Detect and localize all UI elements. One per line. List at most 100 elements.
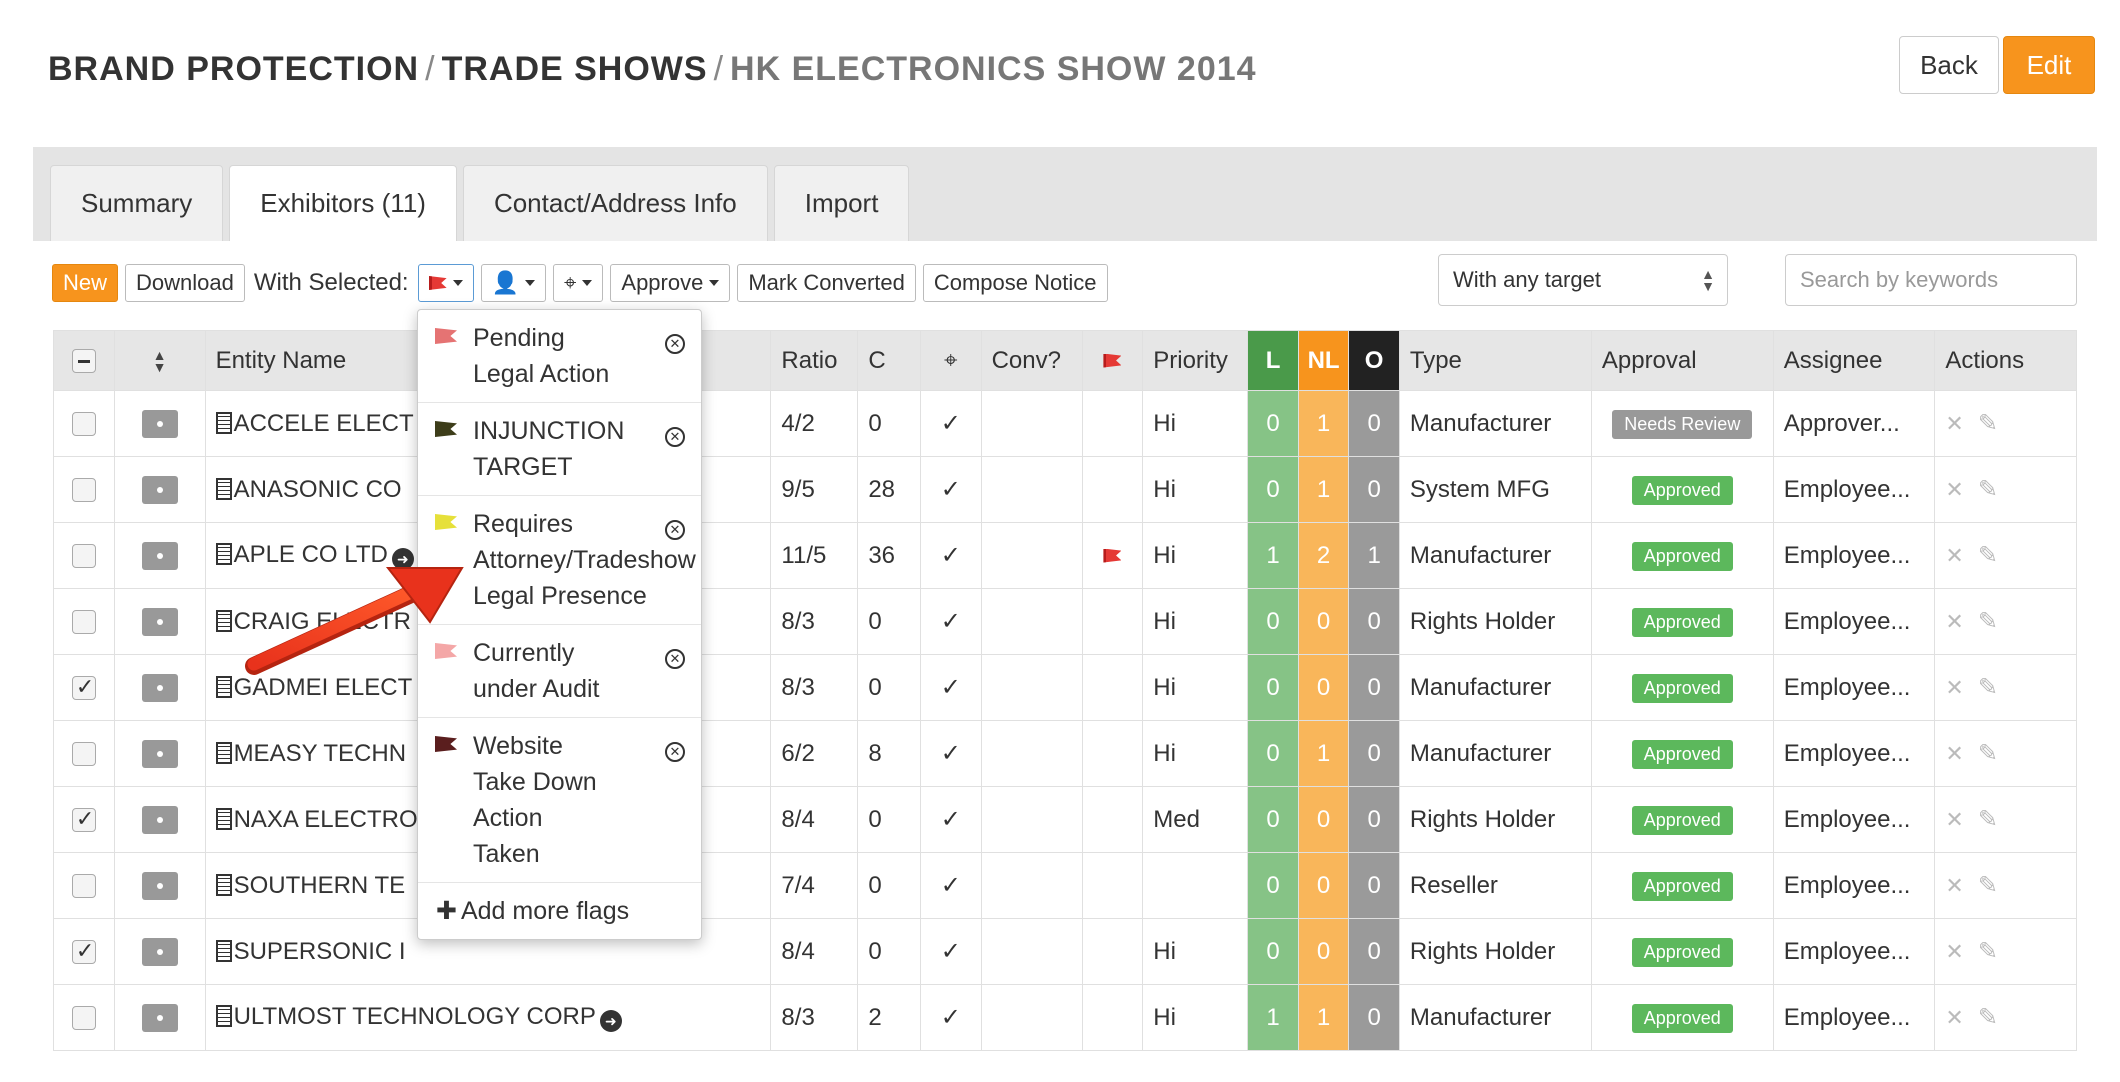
row-detail-button[interactable] xyxy=(141,937,178,966)
header-conv[interactable]: Conv? xyxy=(980,330,1083,391)
remove-flag-icon[interactable]: ✕ xyxy=(665,742,685,762)
flag-menu-item-requires-attorney[interactable]: Requires Attorney/Tradeshow Legal Presen… xyxy=(418,496,701,625)
row-checkbox[interactable] xyxy=(71,544,96,569)
entity-name-cell[interactable]: ULTMOST TECHNOLOGY CORP ➜ xyxy=(204,984,772,1051)
entity-name[interactable]: SOUTHERN TE xyxy=(233,871,406,899)
pencil-icon[interactable]: ✎ xyxy=(1977,938,1998,965)
tab-contact-address[interactable]: Contact/Address Info xyxy=(462,165,768,241)
flag-dropdown-button[interactable] xyxy=(417,264,474,302)
breadcrumb-trade-shows[interactable]: TRADE SHOWS xyxy=(441,50,708,88)
remove-flag-icon[interactable]: ✕ xyxy=(665,520,685,540)
entity-name[interactable]: GADMEI ELECT xyxy=(233,673,413,701)
header-ratio[interactable]: Ratio xyxy=(770,330,859,391)
remove-flag-icon[interactable]: ✕ xyxy=(665,649,685,669)
approve-dropdown-button[interactable]: Approve xyxy=(610,264,731,302)
pencil-icon[interactable]: ✎ xyxy=(1977,476,1998,503)
download-button[interactable]: Download xyxy=(125,264,245,302)
row-detail-button[interactable] xyxy=(141,739,178,768)
select-all-checkbox[interactable] xyxy=(71,349,96,374)
row-detail-button[interactable] xyxy=(141,673,178,702)
row-detail-button[interactable] xyxy=(141,1003,178,1032)
edit-button[interactable]: Edit xyxy=(2003,36,2095,94)
pencil-icon[interactable]: ✎ xyxy=(1977,872,1998,899)
header-assignee[interactable]: Assignee xyxy=(1772,330,1936,391)
flag-menu-item-currently-under-audit[interactable]: Currently under Audit ✕ xyxy=(418,625,701,718)
header-nl[interactable]: NL xyxy=(1297,330,1350,391)
entity-name[interactable]: SUPERSONIC I xyxy=(233,937,406,965)
table-row[interactable]: ANASONIC CO 9/5 28 ✓ Hi 0 1 0 System MFG Approved… xyxy=(53,456,2077,523)
entity-name[interactable]: NAXA ELECTRO xyxy=(233,805,418,833)
delete-icon[interactable]: ✕ xyxy=(1945,411,1964,436)
table-row[interactable]: MEASY TECHN 6/2 8 ✓ Hi 0 1 0 Manufacturer Approve… xyxy=(53,720,2077,787)
entity-name[interactable]: ANASONIC CO xyxy=(233,475,402,503)
compose-notice-button[interactable]: Compose Notice xyxy=(922,264,1108,302)
delete-icon[interactable]: ✕ xyxy=(1945,477,1964,502)
row-detail-button[interactable] xyxy=(141,805,178,834)
row-checkbox[interactable] xyxy=(71,478,96,503)
delete-icon[interactable]: ✕ xyxy=(1945,939,1964,964)
target-dropdown-button[interactable]: ⌖ xyxy=(553,264,604,302)
table-row[interactable]: ACCELE ELECT 4/2 0 ✓ Hi 0 1 0 Manufacturer Needs … xyxy=(53,390,2077,457)
flag-menu-item-website-take-down[interactable]: Website Take Down Action Taken ✕ xyxy=(418,718,701,883)
header-priority[interactable]: Priority xyxy=(1142,330,1249,391)
row-checkbox[interactable] xyxy=(71,806,96,833)
target-filter-select[interactable]: With any target ▲ ▼ xyxy=(1438,254,1728,306)
arrow-circle-right-icon[interactable]: ➜ xyxy=(391,548,414,571)
row-checkbox[interactable] xyxy=(71,938,96,965)
row-detail-button[interactable] xyxy=(141,871,178,900)
flag-menu-item-injunction-target[interactable]: INJUNCTION TARGET ✕ xyxy=(418,403,701,496)
delete-icon[interactable]: ✕ xyxy=(1945,543,1964,568)
flag-menu-item-pending-legal-action[interactable]: Pending Legal Action ✕ xyxy=(418,310,701,403)
row-detail-button[interactable] xyxy=(141,475,178,504)
search-input[interactable] xyxy=(1785,254,2077,306)
assign-user-dropdown-button[interactable]: 👤 xyxy=(480,264,546,302)
remove-flag-icon[interactable]: ✕ xyxy=(665,334,685,354)
delete-icon[interactable]: ✕ xyxy=(1945,741,1964,766)
tab-import[interactable]: Import xyxy=(773,165,910,241)
row-checkbox[interactable] xyxy=(71,1006,96,1031)
entity-name[interactable]: MEASY TECHN xyxy=(233,739,407,767)
pencil-icon[interactable]: ✎ xyxy=(1977,806,1998,833)
arrow-circle-right-icon[interactable]: ➜ xyxy=(599,1010,622,1033)
delete-icon[interactable]: ✕ xyxy=(1945,1005,1964,1030)
row-detail-button[interactable] xyxy=(141,607,178,636)
row-detail-button[interactable] xyxy=(141,541,178,570)
mark-converted-button[interactable]: Mark Converted xyxy=(737,264,916,302)
pencil-icon[interactable]: ✎ xyxy=(1977,740,1998,767)
new-button[interactable]: New xyxy=(52,264,119,302)
back-button[interactable]: Back xyxy=(1899,36,1999,94)
entity-name[interactable]: APLE CO LTD xyxy=(233,540,388,568)
header-l[interactable]: L xyxy=(1247,330,1299,391)
header-o[interactable]: O xyxy=(1348,330,1400,391)
pencil-icon[interactable]: ✎ xyxy=(1977,410,1998,437)
pencil-icon[interactable]: ✎ xyxy=(1977,1004,1998,1031)
table-row[interactable]: SOUTHERN TE 7/4 0 ✓ 0 0 0 Reseller Approved Emplo… xyxy=(53,852,2077,919)
row-detail-button[interactable] xyxy=(141,409,178,438)
table-row[interactable]: ULTMOST TECHNOLOGY CORP ➜ 8/3 2 ✓ Hi 1 1 0 Manufa… xyxy=(53,984,2077,1051)
remove-flag-icon[interactable]: ✕ xyxy=(665,427,685,447)
header-c[interactable]: C xyxy=(857,330,921,391)
sort-header[interactable]: ▲ ▼ xyxy=(113,330,206,391)
tab-exhibitors[interactable]: Exhibitors (11) xyxy=(229,165,457,241)
delete-icon[interactable]: ✕ xyxy=(1945,807,1964,832)
delete-icon[interactable]: ✕ xyxy=(1945,873,1964,898)
breadcrumb-brand-protection[interactable]: BRAND PROTECTION xyxy=(48,50,420,88)
header-approval[interactable]: Approval xyxy=(1590,330,1774,391)
entity-name[interactable]: ACCELE ELECT xyxy=(233,409,414,437)
delete-icon[interactable]: ✕ xyxy=(1945,609,1964,634)
header-flag[interactable] xyxy=(1081,330,1144,391)
row-checkbox[interactable] xyxy=(71,412,96,437)
row-checkbox[interactable] xyxy=(71,674,96,701)
add-more-flags-item[interactable]: ✚ Add more flags xyxy=(436,897,630,925)
entity-name[interactable]: ULTMOST TECHNOLOGY CORP xyxy=(233,1002,596,1030)
row-checkbox[interactable] xyxy=(71,742,96,767)
pencil-icon[interactable]: ✎ xyxy=(1977,674,1998,701)
row-checkbox[interactable] xyxy=(71,610,96,635)
pencil-icon[interactable]: ✎ xyxy=(1977,608,1998,635)
header-target[interactable]: ⌖ xyxy=(919,330,982,391)
table-row[interactable]: APLE CO LTD ➜ 11/5 36 ✓ Hi 1 2 1 Manufacturer Appr… xyxy=(53,522,2077,589)
header-type[interactable]: Type xyxy=(1398,330,1592,391)
pencil-icon[interactable]: ✎ xyxy=(1977,542,1998,569)
